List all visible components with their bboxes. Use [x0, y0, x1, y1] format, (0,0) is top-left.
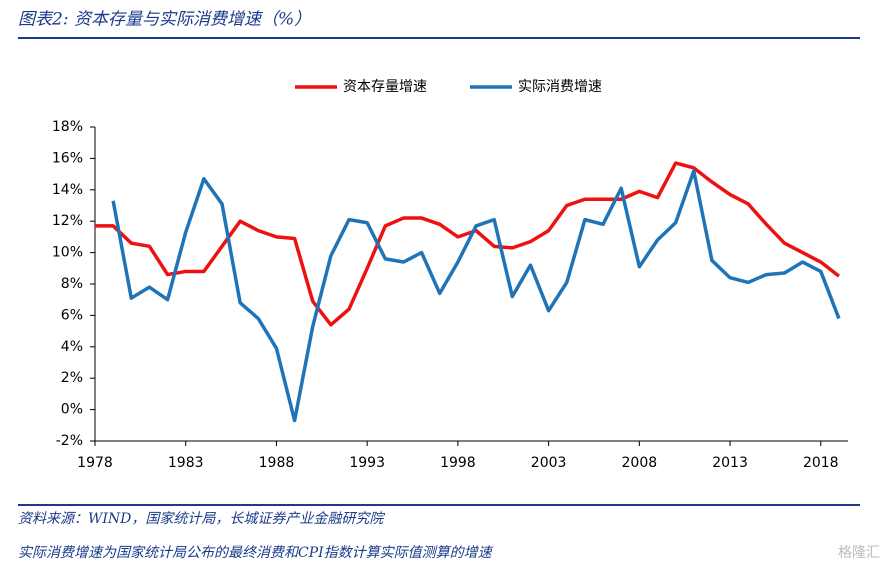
note: 实际消费增速为国家统计局公布的最终消费和CPI指数计算实际值测算的增速	[18, 545, 494, 561]
x-tick-label: 1998	[440, 455, 476, 471]
y-tick-label: 16%	[52, 150, 83, 166]
y-tick-label: 0%	[61, 402, 83, 418]
x-tick-label: 2003	[531, 455, 567, 471]
y-tick-label: 2%	[61, 370, 83, 386]
legend-label: 实际消费增速	[518, 79, 602, 95]
series-line	[111, 169, 841, 423]
y-tick-label: 8%	[61, 276, 83, 292]
series-line	[95, 161, 841, 327]
y-tick-label: 10%	[52, 245, 83, 261]
x-tick-label: 2013	[712, 455, 748, 471]
y-tick-label: 6%	[61, 307, 83, 323]
legend-label: 资本存量增速	[343, 79, 427, 95]
x-tick-label: 1993	[349, 455, 385, 471]
y-tick-label: -2%	[56, 433, 83, 449]
y-tick-label: 14%	[52, 182, 83, 198]
x-tick-label: 1988	[259, 455, 295, 471]
x-tick-label: 2008	[622, 455, 658, 471]
watermark: 格隆汇	[838, 545, 880, 561]
y-tick-label: 4%	[61, 339, 83, 355]
y-tick-label: 18%	[52, 119, 83, 135]
page-title: 图表2: 资本存量与实际消费增速（%）	[18, 10, 311, 30]
x-tick-label: 1983	[168, 455, 204, 471]
x-tick-label: 2018	[803, 455, 839, 471]
y-tick-label: 12%	[52, 213, 83, 229]
source: 资料来源：WIND，国家统计局，长城证券产业金融研究院	[18, 511, 385, 527]
x-tick-label: 1978	[77, 455, 113, 471]
